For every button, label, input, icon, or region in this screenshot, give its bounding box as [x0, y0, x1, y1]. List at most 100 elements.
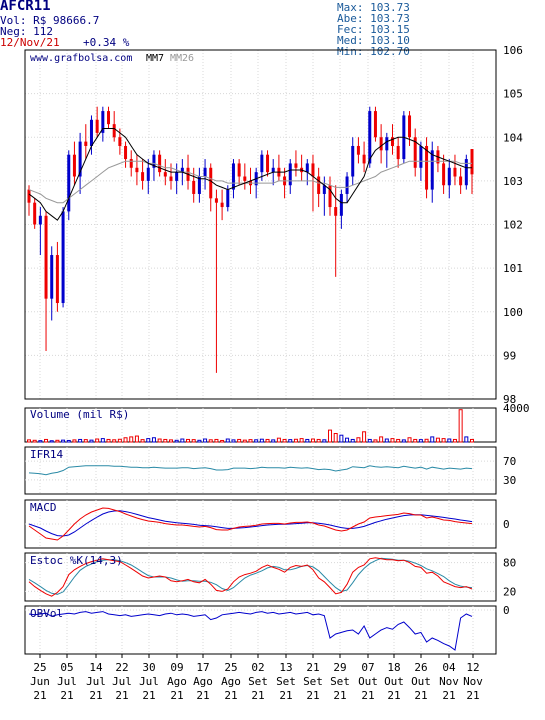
candle-body [425, 145, 429, 190]
candle-body [135, 167, 139, 173]
volume-y-tick-label: 4000 [503, 402, 530, 415]
x-tick-month: Jun [30, 675, 50, 688]
candle-body [95, 119, 99, 133]
volume-bar [208, 439, 213, 443]
volume-bar [151, 437, 156, 443]
candle-body [413, 137, 417, 168]
candle-body [339, 193, 343, 216]
candle-body [197, 176, 201, 194]
price-y-tick-label: 106 [503, 44, 523, 57]
x-tick-year: 21 [170, 689, 183, 702]
obv-label: OBVol [30, 607, 63, 620]
volume-bar [180, 438, 185, 443]
candle-body [61, 211, 65, 304]
x-tick-year: 21 [361, 689, 374, 702]
volume-bar [322, 439, 327, 443]
volume-bar [271, 439, 276, 443]
volume-bar [282, 438, 287, 443]
macd-line [28, 507, 473, 541]
candle-body [220, 202, 224, 208]
x-tick-year: 21 [89, 689, 102, 702]
x-tick-day: 07 [361, 661, 374, 674]
volume-bar [197, 439, 202, 443]
candle-body [163, 172, 167, 177]
x-tick-year: 21 [196, 689, 209, 702]
x-tick-year: 21 [60, 689, 73, 702]
candle-body [180, 167, 184, 173]
x-tick-year: 21 [33, 689, 46, 702]
volume-bar [203, 438, 208, 443]
candle-body [78, 141, 82, 177]
volume-bar [452, 438, 457, 443]
candle-body [27, 189, 31, 203]
volume-bar [123, 437, 128, 443]
candle-body [118, 137, 122, 146]
stat-fec: Fec: 103.15 [337, 24, 410, 35]
volume-bar [373, 439, 378, 443]
x-tick-day: 26 [414, 661, 427, 674]
volume-bar [44, 438, 49, 443]
volume-bar [112, 439, 117, 443]
obv-y-tick-label: 0 [503, 604, 510, 617]
stat-abe: Abe: 103.73 [337, 13, 410, 24]
price-y-tick-label: 102 [503, 219, 523, 232]
volume-bar [27, 439, 31, 443]
volume-bar [401, 439, 406, 443]
x-tick-day: 25 [33, 661, 46, 674]
candle-body [84, 141, 88, 146]
candle-body [442, 163, 446, 186]
ma26-line [28, 160, 472, 204]
x-tick-year: 21 [414, 689, 427, 702]
candle-body [67, 154, 71, 212]
x-tick-month: Set [248, 675, 268, 688]
candle-body [396, 145, 400, 160]
volume-bar [49, 440, 54, 443]
price-y-tick-label: 105 [503, 88, 523, 101]
volume-bar [356, 437, 361, 443]
change-label: +0.34 % [83, 36, 130, 49]
candle-body [311, 163, 315, 177]
candle-body [231, 163, 235, 190]
stat-label: Abe: [337, 12, 364, 25]
volume-bar [447, 438, 452, 443]
candle-body [243, 176, 247, 181]
candle-body [305, 163, 309, 173]
x-tick-month: Jul [57, 675, 77, 688]
candle-body [317, 176, 321, 194]
candle-body [345, 176, 349, 194]
candle-body [385, 137, 389, 151]
trades-label: Neg: 112 [0, 25, 53, 38]
volume-bar [310, 438, 315, 443]
volume-bar [390, 438, 395, 443]
volume-bar [117, 438, 122, 443]
volume-bar [129, 436, 134, 443]
stat-value: 103.10 [370, 34, 410, 47]
candle-body [44, 215, 48, 299]
candle-body [322, 185, 326, 194]
price-y-tick-label: 101 [503, 262, 523, 275]
stoch-y-tick-label: 20 [503, 585, 516, 598]
x-tick-day: 25 [224, 661, 237, 674]
volume-bar [72, 439, 77, 443]
x-tick-month: Nov [439, 675, 459, 688]
candle-body [260, 154, 264, 173]
x-tick-year: 21 [333, 689, 346, 702]
source-label: www.grafbolsa.com [30, 53, 132, 64]
volume-bar [345, 437, 350, 443]
volume-bar [157, 438, 162, 443]
candle-body [408, 115, 412, 138]
symbol-title: AFCR11 [0, 0, 51, 14]
candle-body [356, 145, 360, 155]
ifr-line [28, 465, 473, 476]
x-tick-day: 30 [142, 661, 155, 674]
x-tick-month: Ago [221, 675, 241, 688]
candle-body [50, 255, 54, 299]
price-y-tick-label: 98 [503, 393, 516, 406]
candle-body [107, 111, 111, 125]
volume-bar [316, 438, 321, 443]
volume-bar [276, 437, 281, 443]
stat-label: Max: [337, 1, 364, 14]
volume-bar [174, 439, 179, 443]
candle-body [470, 149, 474, 175]
volume-bar [367, 438, 372, 443]
